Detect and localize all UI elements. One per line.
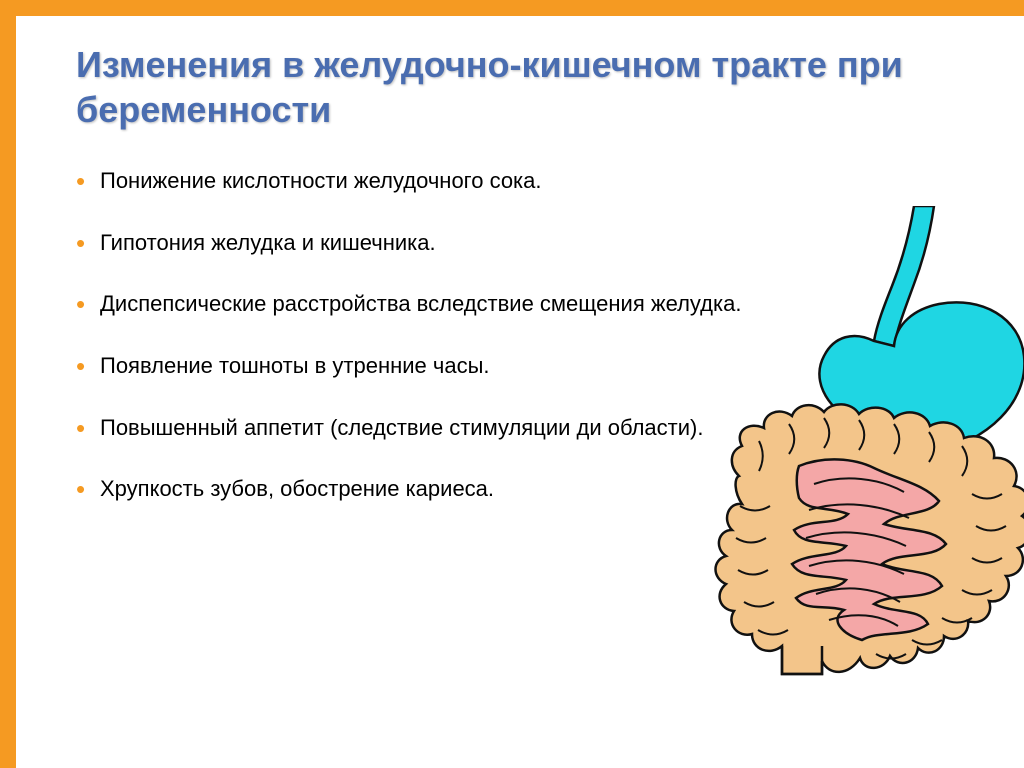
bullet-text: Повышенный аппетит (следствие стимуляции… <box>100 415 703 440</box>
bullet-text: Диспепсические расстройства вследствие с… <box>100 291 741 316</box>
slide-body: Изменения в желудочно-кишечном тракте пр… <box>16 16 1024 768</box>
bullet-text: Понижение кислотности желудочного сока. <box>100 168 542 193</box>
bullet-text: Появление тошноты в утренние часы. <box>100 353 490 378</box>
slide-frame-top <box>0 0 1024 16</box>
digestive-system-diagram <box>684 206 1024 676</box>
list-item: Понижение кислотности желудочного сока. <box>76 166 984 196</box>
bullet-text: Гипотония желудка и кишечника. <box>100 230 436 255</box>
slide-title: Изменения в желудочно-кишечном тракте пр… <box>76 42 984 132</box>
bullet-text: Хрупкость зубов, обострение кариеса. <box>100 476 494 501</box>
slide-frame-left <box>0 0 16 768</box>
